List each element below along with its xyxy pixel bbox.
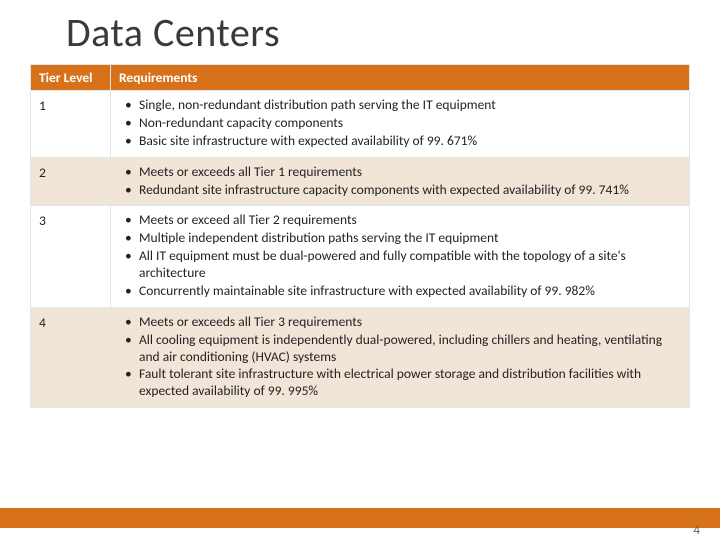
requirement-item: Multiple independent distribution paths … [123,230,683,247]
requirement-item: Meets or exceed all Tier 2 requirements [123,212,683,229]
requirement-item: Non-redundant capacity components [123,115,683,132]
table-row: 1 Single, non-redundant distribution path… [31,91,690,158]
tier-cell: 1 [31,91,111,158]
table-body: 1 Single, non-redundant distribution path… [31,91,690,408]
page-number: 4 [693,523,700,538]
requirement-item: All IT equipment must be dual-powered an… [123,248,683,282]
requirements-list: Meets or exceed all Tier 2 requirementsM… [119,212,683,299]
table-row: 4Meets or exceeds all Tier 3 requirement… [31,307,690,407]
requirements-cell: Meets or exceed all Tier 2 requirementsM… [111,206,690,307]
requirement-item: Meets or exceeds all Tier 3 requirements [123,314,683,331]
footer-accent-bar [0,508,720,528]
requirement-item: Meets or exceeds all Tier 1 requirements [123,164,683,181]
requirements-cell: Meets or exceeds all Tier 1 requirements… [111,157,690,206]
tier-cell: 2 [31,157,111,206]
requirements-list: Meets or exceeds all Tier 3 requirements… [119,314,683,400]
tier-cell: 3 [31,206,111,307]
tier-table: Tier Level Requirements 1 Single, non-red… [30,64,690,408]
slide: Data Centers Tier Level Requirements 1 Si… [0,0,720,540]
requirement-item: All cooling equipment is independently d… [123,332,683,366]
requirement-item: Redundant site infrastructure capacity c… [123,182,683,199]
col-header-tier: Tier Level [31,65,111,91]
requirement-item: Single, non-redundant distribution path … [123,97,683,114]
requirement-item: Fault tolerant site infrastructure with … [123,366,683,400]
requirements-cell: Single, non-redundant distribution path … [111,91,690,158]
requirement-item: Concurrently maintainable site infrastru… [123,283,683,300]
table-row: 3Meets or exceed all Tier 2 requirements… [31,206,690,307]
col-header-req: Requirements [111,65,690,91]
table-header-row: Tier Level Requirements [31,65,690,91]
requirements-list: Single, non-redundant distribution path … [119,97,683,150]
requirements-cell: Meets or exceeds all Tier 3 requirements… [111,307,690,407]
requirement-item: Basic site infrastructure with expected … [123,133,683,150]
table-row: 2Meets or exceeds all Tier 1 requirement… [31,157,690,206]
requirements-list: Meets or exceeds all Tier 1 requirements… [119,164,683,199]
tier-cell: 4 [31,307,111,407]
page-title: Data Centers [66,8,280,57]
